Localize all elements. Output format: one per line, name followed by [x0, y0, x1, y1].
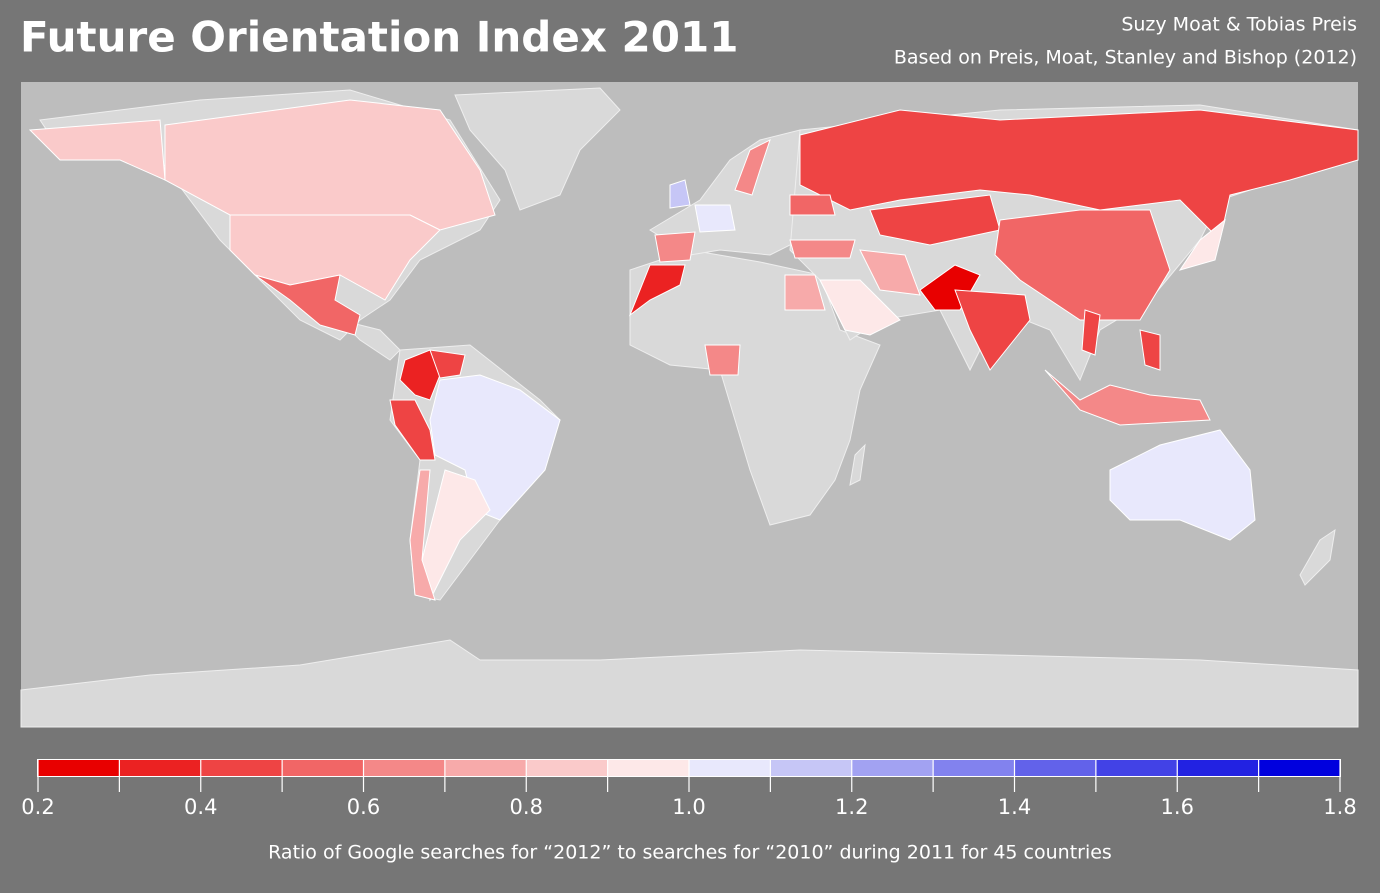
colorbar-caption: Ratio of Google searches for “2012” to s… — [268, 842, 1112, 864]
colorbar-tick-label: 0.2 — [21, 795, 54, 819]
colorbar-bin — [1095, 760, 1178, 776]
region — [954, 289, 1031, 371]
colorbar-tick-label: 1.2 — [835, 795, 868, 819]
colorbar-tick-label: 0.4 — [184, 795, 217, 819]
new-zealand — [1299, 528, 1336, 586]
region — [1044, 369, 1211, 426]
region — [789, 239, 856, 259]
colorbar-bin — [770, 760, 852, 776]
region — [1139, 329, 1161, 371]
colorbar-bin — [363, 760, 445, 776]
colorbar-bin — [1014, 760, 1096, 776]
region — [819, 279, 901, 336]
colorbar-bin — [689, 760, 771, 776]
source: Based on Preis, Moat, Stanley and Bishop… — [894, 47, 1357, 69]
region — [799, 109, 1359, 241]
colorbar-tick-label: 1.0 — [672, 795, 705, 819]
map — [20, 82, 1359, 728]
region — [1178, 218, 1226, 271]
region — [994, 209, 1171, 321]
title: Future Orientation Index 2011 — [20, 13, 738, 62]
colorbar-bin — [1258, 760, 1340, 776]
colorbar-tick-label: 1.4 — [998, 795, 1031, 819]
colorbar-bin — [933, 760, 1015, 776]
colorbar-tick-label: 1.6 — [1161, 795, 1194, 819]
region — [409, 469, 436, 601]
greenland — [454, 87, 621, 211]
colorbar: 0.2 0.4 0.6 0.8 1.0 1.2 1.4 1.6 1.8 — [21, 759, 1357, 819]
colorbar-tick-label: 1.8 — [1323, 795, 1356, 819]
colorbar-bin — [1177, 760, 1259, 776]
region — [628, 264, 686, 317]
region — [789, 194, 836, 216]
region — [1081, 309, 1101, 356]
colorbar-bin — [200, 760, 283, 776]
region — [429, 374, 561, 521]
region — [389, 399, 436, 461]
colorbar-bin — [282, 760, 364, 776]
region — [734, 139, 771, 196]
region — [1109, 429, 1256, 541]
region — [28, 119, 441, 301]
region — [254, 274, 361, 336]
colorbar-bin — [38, 760, 120, 776]
colorbar-bin — [526, 760, 608, 776]
region — [694, 204, 736, 233]
region — [429, 349, 466, 379]
africa — [629, 249, 881, 526]
antarctica — [20, 639, 1359, 728]
region — [654, 231, 696, 263]
colorbar-bin — [119, 760, 201, 776]
region — [164, 99, 496, 231]
colorbar-bin — [851, 760, 934, 776]
colorbar-bin — [444, 760, 527, 776]
region — [869, 194, 1001, 246]
credit: Suzy Moat & Tobias Preis — [1121, 14, 1357, 36]
region — [669, 179, 691, 209]
region — [704, 344, 741, 376]
colorbar-tick-label: 0.6 — [347, 795, 380, 819]
colorbar-tick-label: 0.8 — [510, 795, 543, 819]
region — [859, 249, 921, 296]
region — [784, 274, 826, 311]
colorbar-bin — [607, 760, 689, 776]
